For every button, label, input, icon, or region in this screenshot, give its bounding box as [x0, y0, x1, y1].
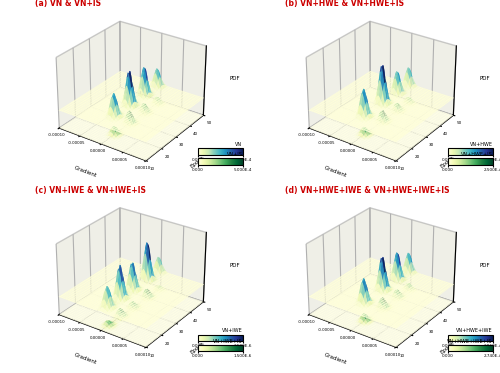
- X-axis label: Gradient: Gradient: [324, 166, 347, 179]
- Text: VN+HWE+IWE: VN+HWE+IWE: [456, 329, 492, 333]
- X-axis label: Gradient: Gradient: [74, 352, 98, 366]
- Text: VN+HWE+IWE+IS: VN+HWE+IWE+IS: [447, 339, 492, 344]
- Text: VN+HWE+IS: VN+HWE+IS: [461, 152, 492, 157]
- Text: VN+HWE: VN+HWE: [470, 142, 492, 147]
- Y-axis label: Epoch: Epoch: [440, 341, 456, 355]
- Text: (a) VN & VN+IS: (a) VN & VN+IS: [35, 0, 101, 8]
- Y-axis label: Epoch: Epoch: [440, 154, 456, 169]
- Y-axis label: Epoch: Epoch: [190, 341, 206, 355]
- Text: (b) VN+HWE & VN+HWE+IS: (b) VN+HWE & VN+HWE+IS: [285, 0, 404, 8]
- Text: VN+IS: VN+IS: [226, 152, 242, 157]
- Text: VN: VN: [236, 142, 242, 147]
- Y-axis label: Epoch: Epoch: [190, 154, 206, 169]
- Text: VN+IWE: VN+IWE: [222, 329, 242, 333]
- Text: (d) VN+HWE+IWE & VN+HWE+IWE+IS: (d) VN+HWE+IWE & VN+HWE+IWE+IS: [285, 186, 450, 195]
- X-axis label: Gradient: Gradient: [74, 166, 98, 179]
- Text: (c) VN+IWE & VN+IWE+IS: (c) VN+IWE & VN+IWE+IS: [35, 186, 146, 195]
- Text: VN+IWE+IS: VN+IWE+IS: [213, 339, 242, 344]
- X-axis label: Gradient: Gradient: [324, 352, 347, 366]
